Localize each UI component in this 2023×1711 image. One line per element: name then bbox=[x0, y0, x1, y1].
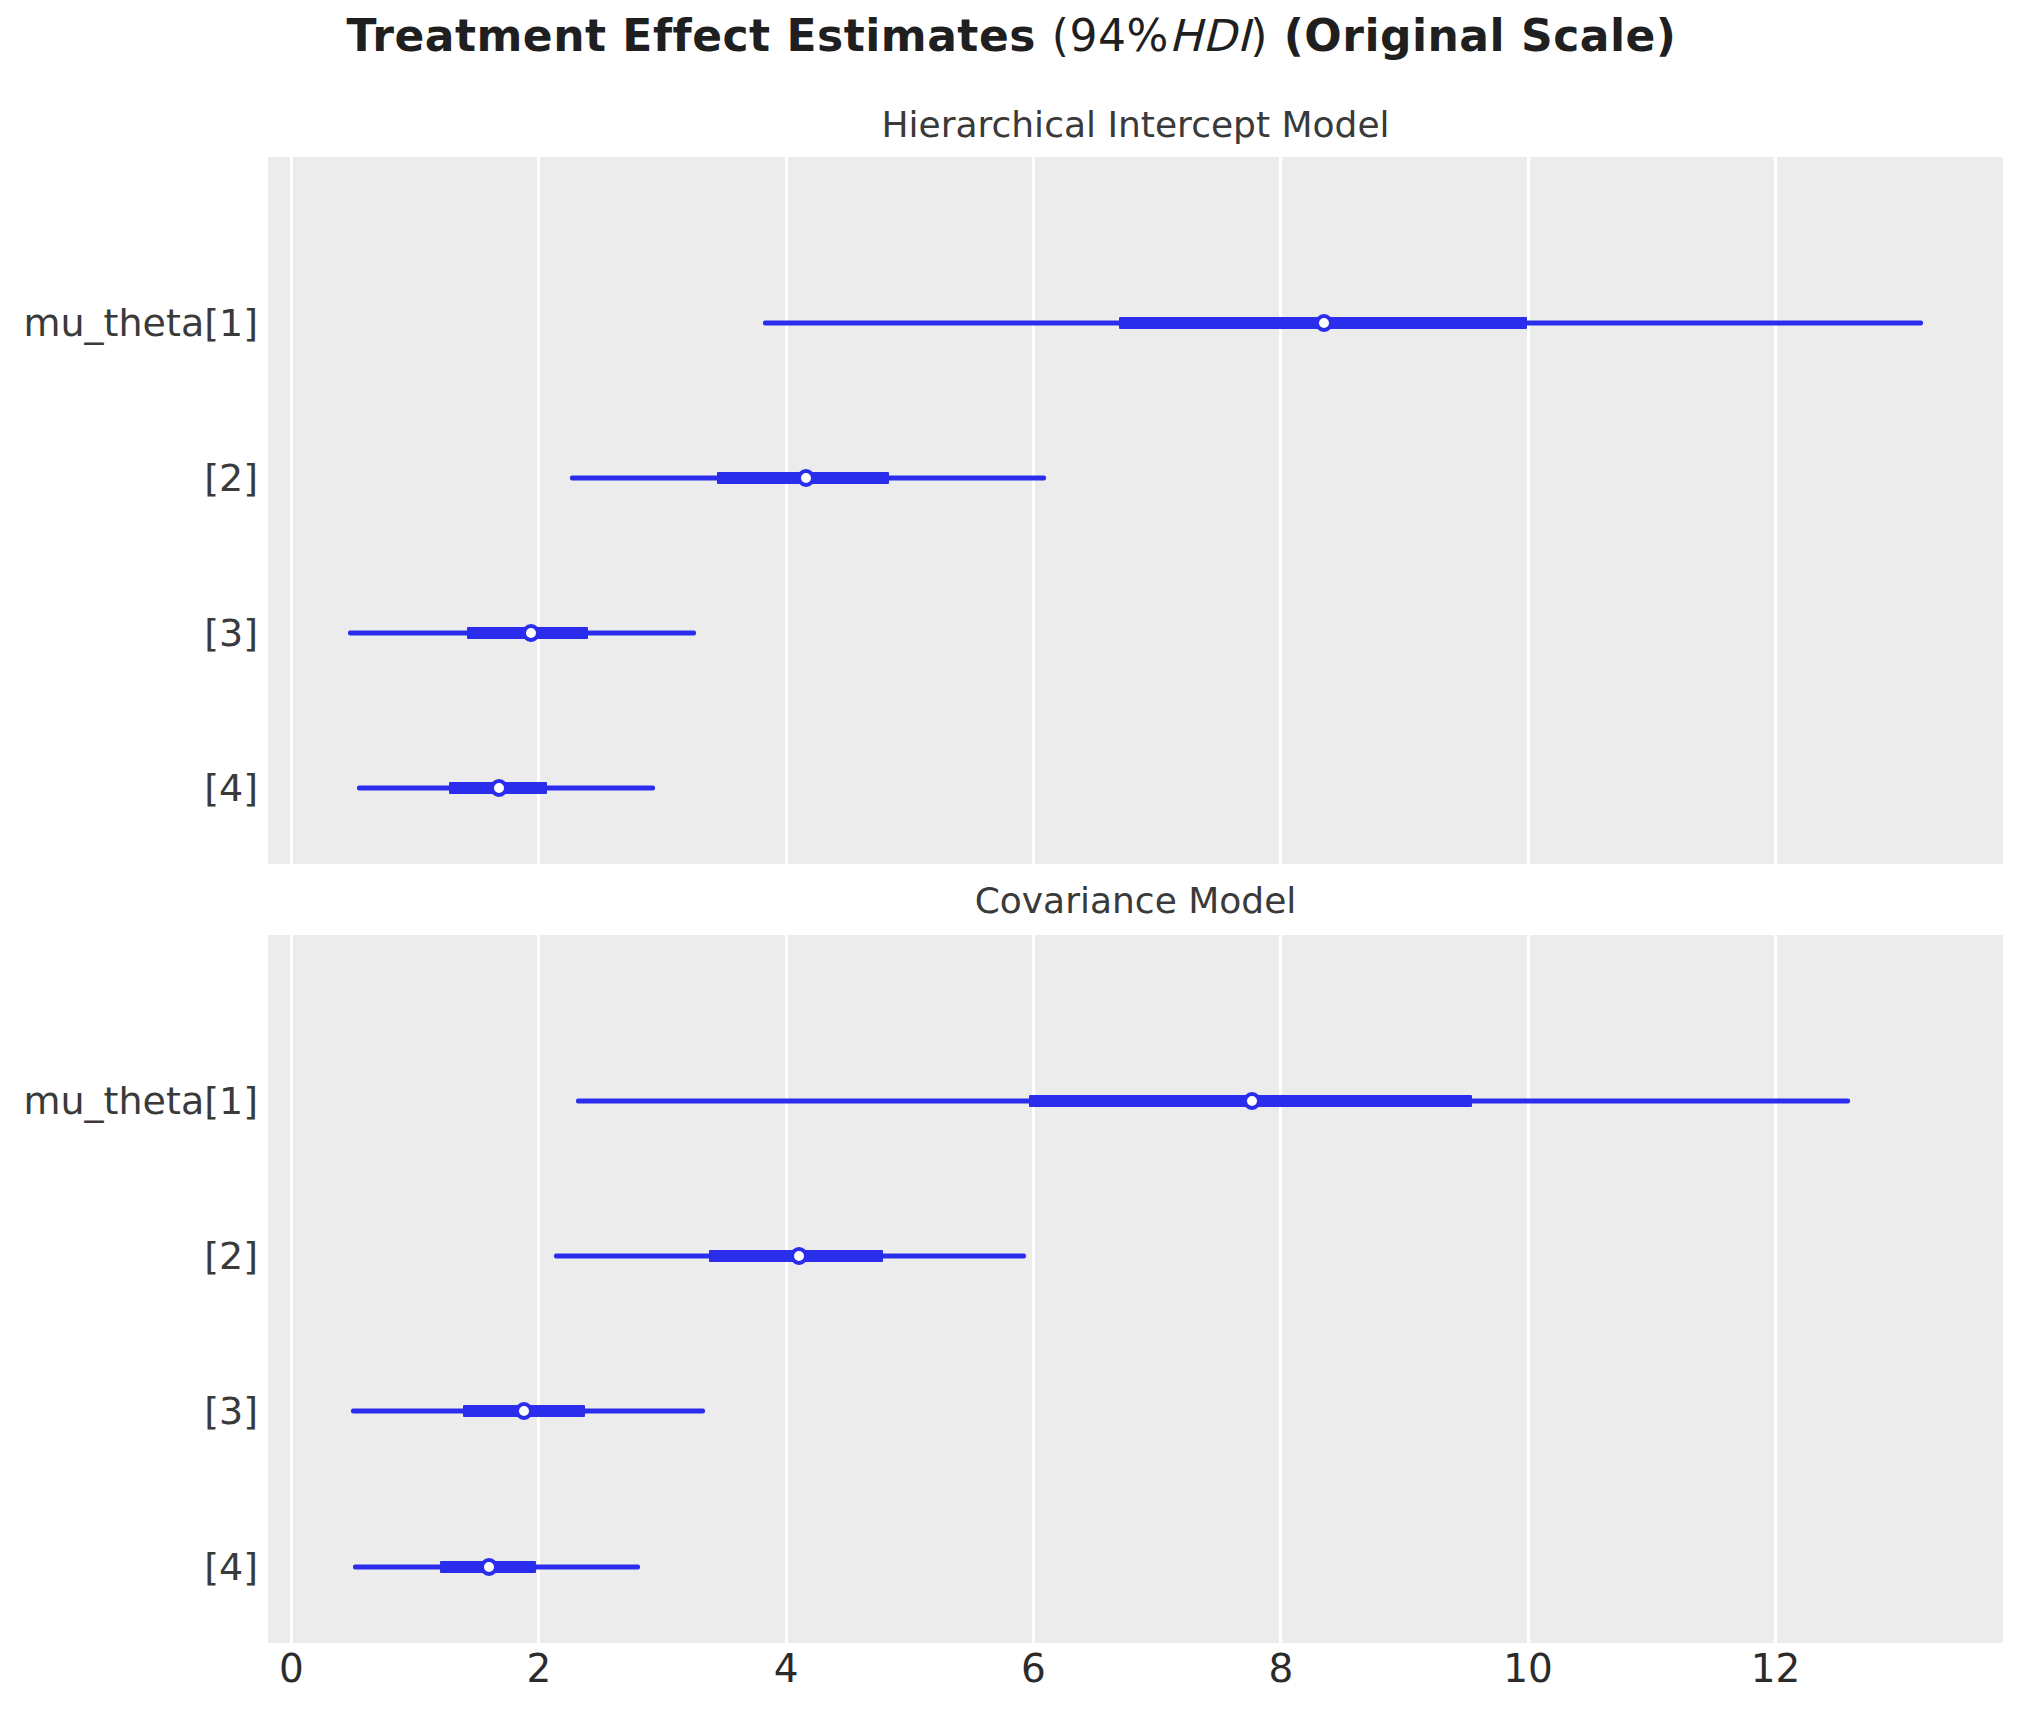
x-tick-label-12: 12 bbox=[1751, 1646, 1801, 1691]
gridline-x-4 bbox=[785, 935, 788, 1643]
median-point-marker bbox=[480, 1558, 498, 1576]
median-point-marker bbox=[522, 624, 540, 642]
y-axis-labels: mu_theta[1] [2] [3] [4] bbox=[0, 157, 258, 864]
y-axis-label: [4] bbox=[204, 766, 258, 810]
plot-area-covariance bbox=[268, 935, 2003, 1643]
x-axis-tick-labels: 0 2 4 6 8 10 12 bbox=[268, 1646, 2003, 1696]
gridline-x-12 bbox=[1774, 157, 1777, 864]
x-tick-label-6: 6 bbox=[1021, 1646, 1046, 1691]
y-axis-label: [4] bbox=[204, 1545, 258, 1589]
gridline-x-10 bbox=[1527, 935, 1530, 1643]
panel-title-hierarchical-intercept-model: Hierarchical Intercept Model bbox=[268, 104, 2003, 145]
gridline-x-2 bbox=[537, 935, 540, 1643]
x-tick-label-0: 0 bbox=[279, 1646, 304, 1691]
y-axis-label: [2] bbox=[204, 456, 258, 500]
figure-title-hdi: HDI bbox=[1169, 10, 1250, 61]
plot-area-hierarchical bbox=[268, 157, 2003, 864]
gridline-x-6 bbox=[1032, 935, 1035, 1643]
figure-title-hdi-close: ) bbox=[1250, 10, 1268, 61]
y-axis-label: [2] bbox=[204, 1234, 258, 1278]
median-point-marker bbox=[1243, 1092, 1261, 1110]
panel-title-covariance-model: Covariance Model bbox=[268, 880, 2003, 921]
y-axis-label: [3] bbox=[204, 1389, 258, 1433]
gridline-x-8 bbox=[1279, 157, 1282, 864]
gridline-x-6 bbox=[1032, 157, 1035, 864]
gridline-x-0 bbox=[290, 935, 293, 1643]
figure-title-scale: (Original Scale) bbox=[1284, 10, 1677, 61]
gridline-x-8 bbox=[1279, 935, 1282, 1643]
figure-title-main: Treatment Effect Estimates bbox=[347, 10, 1036, 61]
gridline-x-12 bbox=[1774, 935, 1777, 1643]
panel-hierarchical-intercept-model: mu_theta[1] [2] [3] [4] bbox=[0, 157, 2023, 864]
y-axis-labels: mu_theta[1] [2] [3] [4] bbox=[0, 935, 258, 1643]
median-point-marker bbox=[797, 469, 815, 487]
gridline-x-0 bbox=[290, 157, 293, 864]
x-tick-label-8: 8 bbox=[1268, 1646, 1293, 1691]
median-point-marker bbox=[1315, 314, 1333, 332]
y-axis-label: mu_theta[1] bbox=[24, 301, 258, 345]
figure-title-hdi-open: (94% bbox=[1052, 10, 1169, 61]
y-axis-label: mu_theta[1] bbox=[24, 1079, 258, 1123]
gridline-x-2 bbox=[537, 157, 540, 864]
median-point-marker bbox=[790, 1247, 808, 1265]
x-tick-label-4: 4 bbox=[774, 1646, 799, 1691]
y-axis-label: [3] bbox=[204, 611, 258, 655]
x-tick-label-10: 10 bbox=[1503, 1646, 1553, 1691]
panel-covariance-model: mu_theta[1] [2] [3] [4] bbox=[0, 935, 2023, 1643]
median-point-marker bbox=[515, 1402, 533, 1420]
figure-title: Treatment Effect Estimates (94%HDI) (Ori… bbox=[0, 10, 2023, 61]
gridline-x-4 bbox=[785, 157, 788, 864]
x-tick-label-2: 2 bbox=[526, 1646, 551, 1691]
gridline-x-10 bbox=[1527, 157, 1530, 864]
median-point-marker bbox=[490, 779, 508, 797]
figure-root: Treatment Effect Estimates (94%HDI) (Ori… bbox=[0, 0, 2023, 1711]
